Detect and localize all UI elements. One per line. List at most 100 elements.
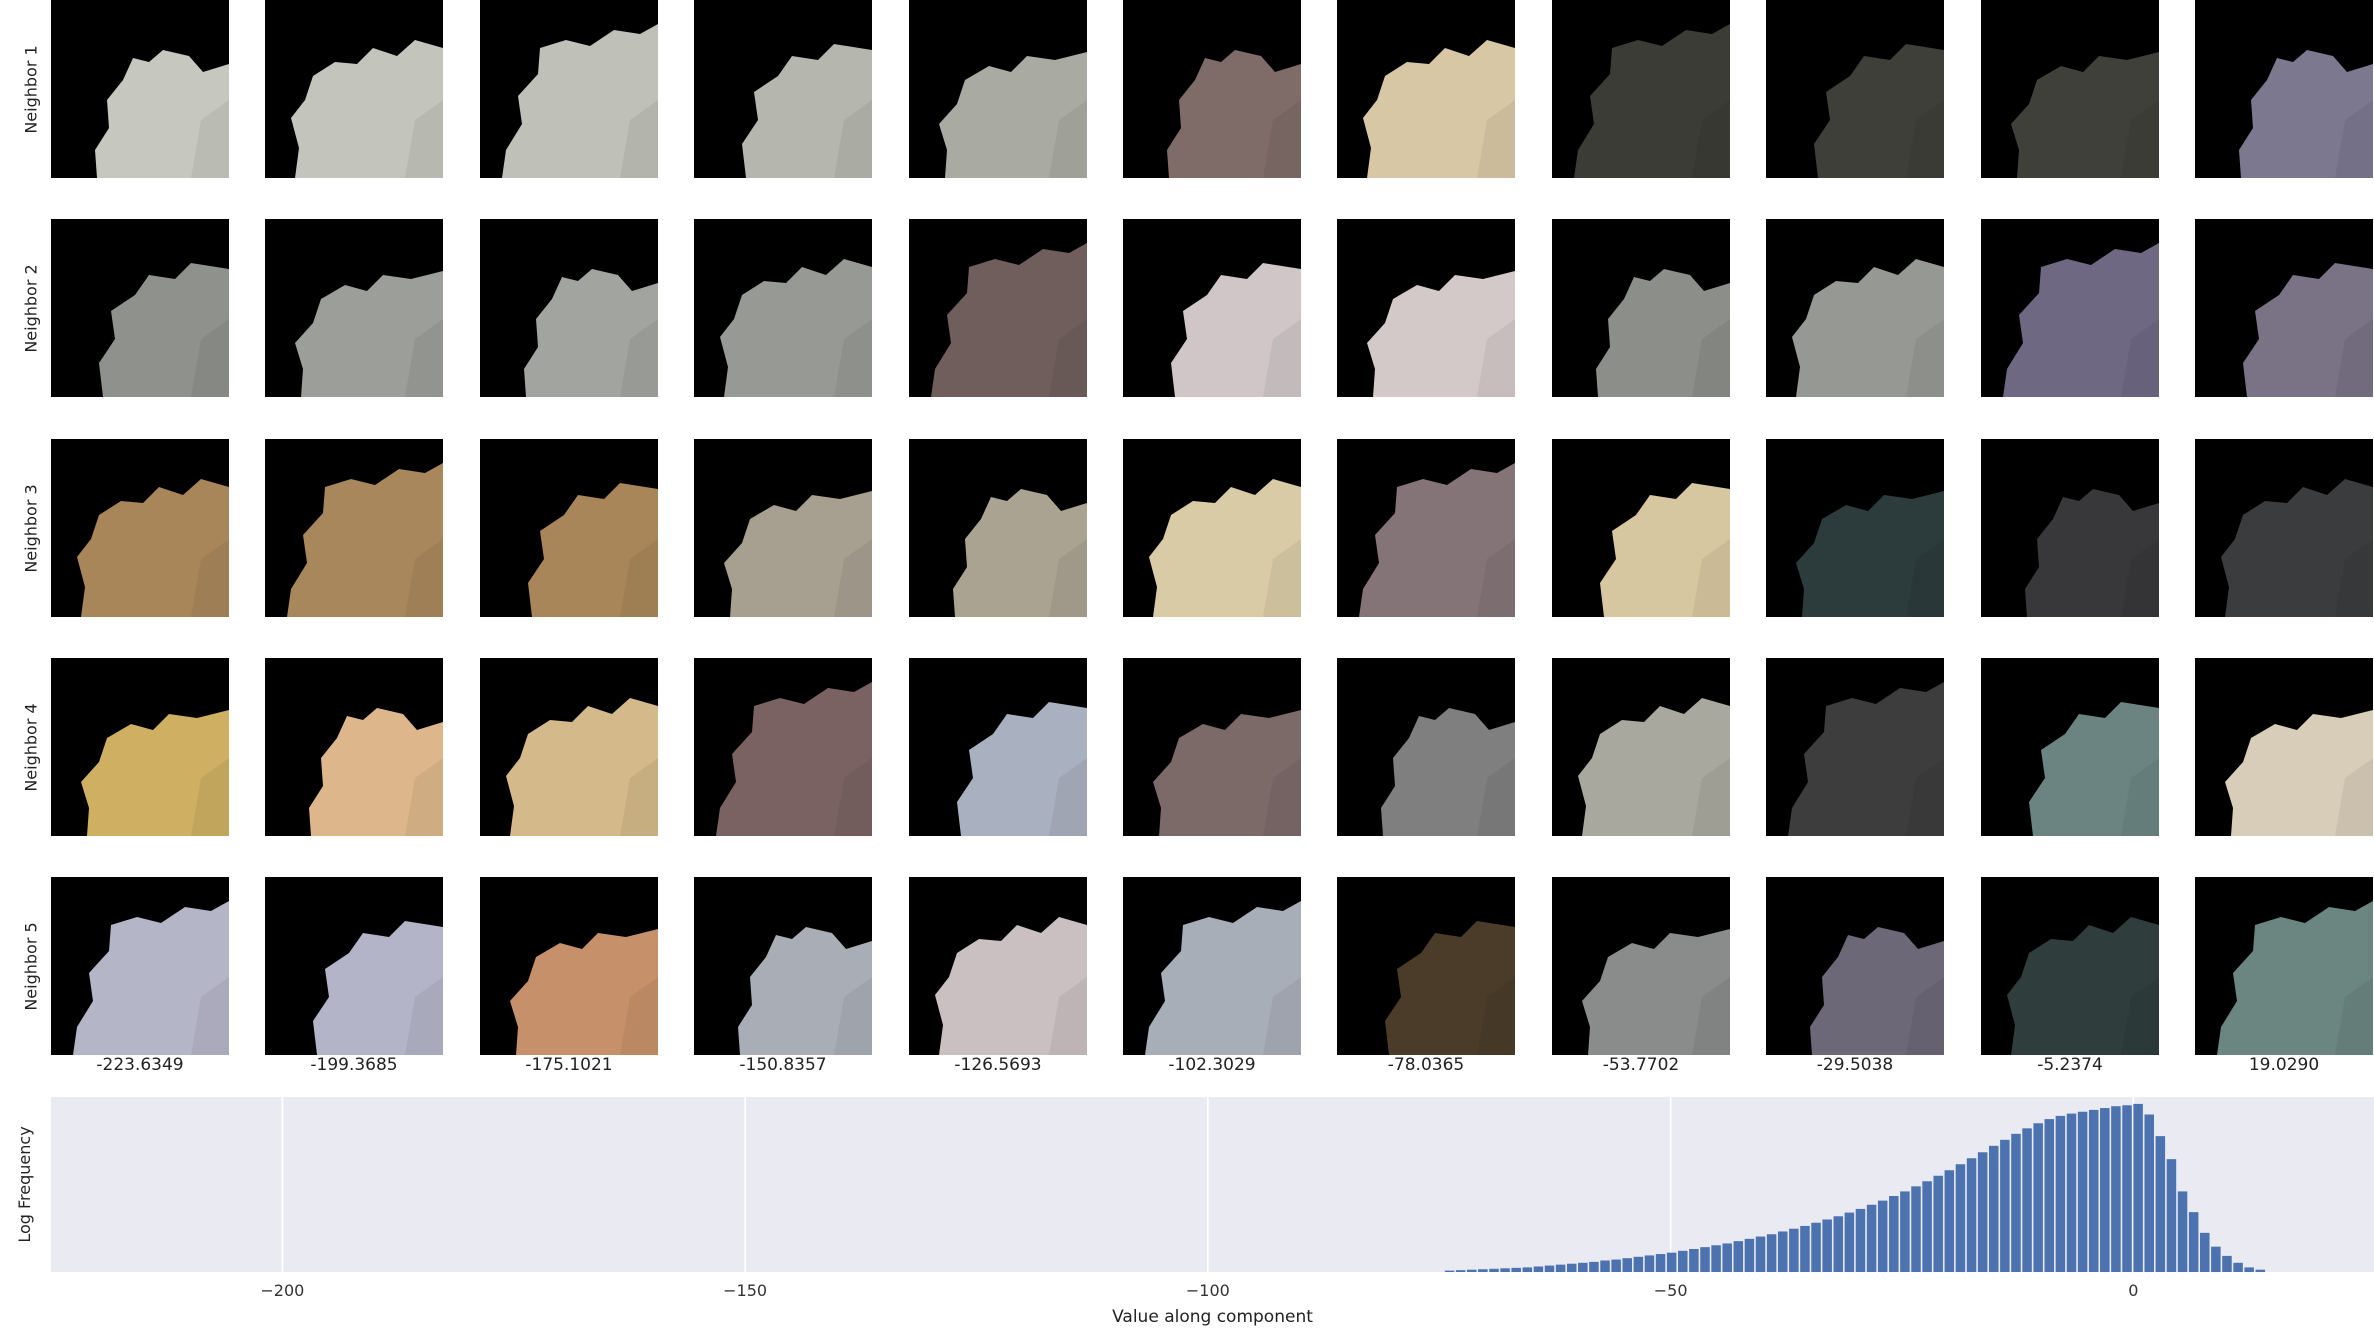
- texture-blob: [935, 917, 1087, 1055]
- texture-blob: [77, 479, 229, 617]
- histogram-bar: [1566, 1263, 1577, 1272]
- neighbor-image-tile: [1337, 0, 1515, 178]
- texture-shade: [1692, 758, 1730, 836]
- neighbor-image-tile: [1552, 0, 1730, 178]
- neighbor-image-tile: [1552, 219, 1730, 397]
- histogram-bar: [1589, 1261, 1599, 1272]
- histogram-bar: [1744, 1238, 1755, 1272]
- texture-blob: [1788, 682, 1944, 836]
- x-tick-label: −150: [723, 1281, 767, 1300]
- histogram-bar: [2122, 1105, 2132, 1272]
- neighbor-image-tile: [2195, 219, 2373, 397]
- texture-shade: [1263, 758, 1301, 836]
- texture-blob: [2221, 479, 2373, 617]
- texture-shade: [191, 977, 229, 1055]
- texture-shade: [2121, 319, 2159, 397]
- neighbor-image-tile: [1766, 439, 1944, 617]
- histogram-bar: [1711, 1245, 1721, 1272]
- histogram-bar: [1555, 1264, 1566, 1272]
- neighbor-image-tile: [694, 219, 872, 397]
- column-value-label: -150.8357: [739, 1055, 827, 1075]
- neighbor-image-tile: [1123, 877, 1301, 1055]
- texture-shade: [1049, 758, 1087, 836]
- texture-blob: [2003, 243, 2159, 397]
- texture-shade: [834, 977, 872, 1055]
- histogram-bar: [2088, 1109, 2099, 1272]
- column-value-label: -5.2374: [2037, 1055, 2103, 1075]
- histogram-bar: [2077, 1111, 2088, 1272]
- texture-blob: [1600, 483, 1730, 617]
- neighbor-image-tile: [51, 0, 229, 178]
- texture-blob: [939, 52, 1087, 178]
- texture-blob: [2025, 489, 2159, 617]
- neighbor-image-tile: [694, 877, 872, 1055]
- texture-blob: [287, 463, 443, 617]
- histogram-bar: [2066, 1113, 2077, 1272]
- histogram-bar: [2033, 1123, 2043, 1272]
- row-label-text: Neighbor 5: [21, 921, 41, 1011]
- histogram-bar: [2200, 1232, 2210, 1272]
- texture-blob: [2029, 702, 2159, 836]
- texture-shade: [1477, 319, 1515, 397]
- histogram-bar: [1700, 1247, 1710, 1272]
- neighbor-image-tile: [480, 658, 658, 836]
- texture-blob: [2243, 263, 2373, 397]
- texture-blob: [309, 708, 443, 836]
- texture-blob: [957, 702, 1087, 836]
- neighbor-image-tile: [1337, 877, 1515, 1055]
- texture-blob: [291, 40, 443, 178]
- neighbor-image-tile: [1766, 0, 1944, 178]
- texture-shade: [1049, 539, 1087, 617]
- texture-blob: [95, 50, 229, 178]
- neighbor-image-tile: [1981, 439, 2159, 617]
- neighbor-image-tile: [2195, 439, 2373, 617]
- histogram-bar: [1988, 1145, 1999, 1272]
- texture-blob: [502, 24, 658, 178]
- texture-shade: [2335, 977, 2373, 1055]
- histogram-bar: [1866, 1204, 1877, 1272]
- neighbor-image-tile: [909, 658, 1087, 836]
- histogram-bar: [1844, 1212, 1855, 1272]
- texture-blob: [720, 259, 872, 397]
- texture-blob: [1149, 479, 1301, 617]
- texture-shade: [405, 319, 443, 397]
- neighbor-image-tile: [480, 219, 658, 397]
- texture-shade: [1906, 100, 1944, 178]
- texture-blob: [524, 269, 658, 397]
- texture-shade: [1692, 539, 1730, 617]
- texture-blob: [2225, 710, 2373, 836]
- texture-blob: [73, 901, 229, 1055]
- neighbor-image-tile: [909, 0, 1087, 178]
- neighbor-image-tile: [1981, 658, 2159, 836]
- texture-shade: [2335, 100, 2373, 178]
- histogram-bar: [1511, 1267, 1521, 1272]
- texture-blob: [1367, 271, 1515, 397]
- histogram-bar: [2100, 1108, 2110, 1272]
- texture-blob: [2011, 52, 2159, 178]
- neighbor-image-tile: [1552, 658, 1730, 836]
- texture-shade: [1263, 100, 1301, 178]
- histogram-bar: [1478, 1269, 1488, 1272]
- texture-shade: [834, 539, 872, 617]
- texture-blob: [1359, 463, 1515, 617]
- texture-shade: [1906, 977, 1944, 1055]
- texture-shade: [2335, 319, 2373, 397]
- texture-shade: [1477, 539, 1515, 617]
- histogram-bar: [2144, 1114, 2154, 1272]
- neighbor-image-tile: [1981, 877, 2159, 1055]
- neighbor-image-tile: [265, 658, 443, 836]
- histogram-bar: [1689, 1248, 1699, 1272]
- texture-shade: [2335, 539, 2373, 617]
- x-tick-label: 0: [2128, 1281, 2138, 1300]
- texture-blob: [528, 483, 658, 617]
- histogram-bar: [1889, 1196, 1899, 1272]
- row-label-text: Neighbor 3: [21, 483, 41, 573]
- column-value-label: -199.3685: [310, 1055, 398, 1075]
- texture-shade: [191, 319, 229, 397]
- texture-shade: [2335, 758, 2373, 836]
- histogram-bar: [1922, 1181, 1932, 1272]
- neighbor-image-tile: [265, 0, 443, 178]
- histogram-bar: [1855, 1208, 1866, 1272]
- histogram-chart: −200 −150 −100 −50 0 Value along component Log…: [15, 1097, 2374, 1327]
- histogram-bar: [1900, 1191, 1910, 1272]
